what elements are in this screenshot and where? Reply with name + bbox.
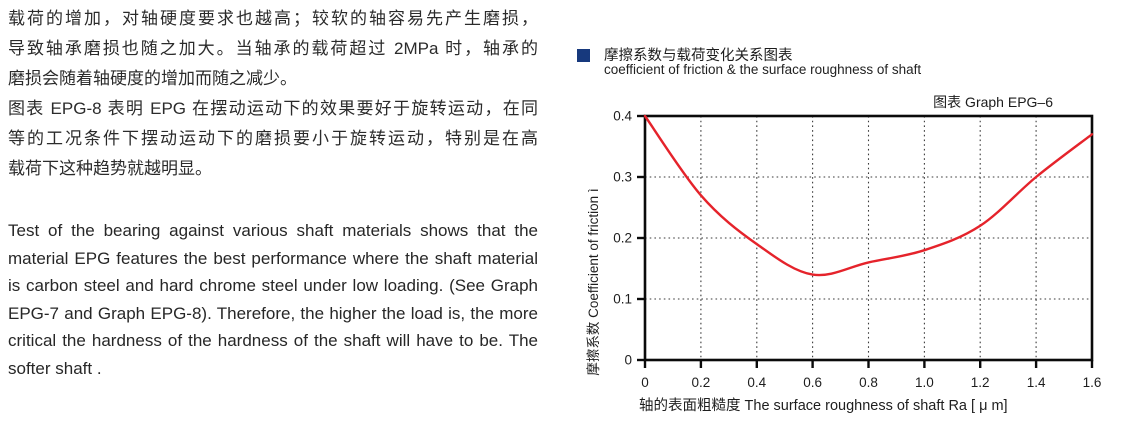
y-tick-label: 0.4 <box>613 109 632 124</box>
x-tick-label: 1.0 <box>915 375 934 390</box>
x-tick-label: 0.4 <box>747 375 766 390</box>
y-axis-label: 摩擦系数 Coefficient of friction ì <box>585 188 601 375</box>
chart-svg: 0 0.2 0.4 0.6 0.8 1.0 1.2 1.4 1.6 0 0.1 0.2 0.3 0.4 轴的… <box>585 109 1102 415</box>
chart-subtitle-en: coefficient of friction & the surface ro… <box>604 62 922 77</box>
text-line: 图表 EPG-8 表明 EPG 在摆动运动下的效果要好于旋转运动，在同 <box>8 99 538 118</box>
graph-number-label: 图表 Graph EPG–6 <box>933 94 1053 110</box>
y-tick-label: 0 <box>624 353 632 368</box>
text-line: 载荷的增加，对轴硬度要求也越高；较软的轴容易先产生磨损， <box>8 9 538 28</box>
paragraph-chinese: 载荷的增加，对轴硬度要求也越高；较软的轴容易先产生磨损， 导致轴承磨损也随之加大… <box>8 4 538 184</box>
y-tick-label: 0.3 <box>613 170 632 185</box>
y-tick-label: 0.2 <box>613 231 632 246</box>
text-line: 磨损会随着轴硬度的增加而随之减少。 <box>8 69 297 88</box>
text-line: critical the hardness of the hardness of… <box>8 331 538 350</box>
x-axis-label: 轴的表面粗糙度 The surface roughness of shaft R… <box>639 397 1008 414</box>
text-line: EPG-7 and Graph EPG-8). Therefore, the h… <box>8 303 538 323</box>
text-line: is carbon steel and hard chrome steel un… <box>8 276 538 295</box>
x-tick-label: 0 <box>641 375 649 390</box>
text-line: 导致轴承磨损也随之加大。当轴承的载荷超过 2MPa 时，轴承的 <box>8 39 538 58</box>
friction-curve <box>643 114 1094 277</box>
friction-roughness-chart: 0 0.2 0.4 0.6 0.8 1.0 1.2 1.4 1.6 0 0.1 0.2 0.3 0.4 轴的… <box>565 100 1120 440</box>
x-tick-label: 0.8 <box>859 375 878 390</box>
text-line: softer shaft . <box>8 358 102 378</box>
x-tick-label: 0.2 <box>692 375 711 390</box>
x-tick-label: 1.6 <box>1083 375 1102 390</box>
y-tick-label: 0.1 <box>613 292 632 307</box>
text-line: Test of the bearing against various shaf… <box>8 221 538 240</box>
chart-title-cn: 摩擦系数与载荷变化关系图表 <box>604 48 793 64</box>
x-tick-label: 1.4 <box>1027 375 1046 390</box>
body-text-column: 载荷的增加，对轴硬度要求也越高；较软的轴容易先产生磨损， 导致轴承磨损也随之加大… <box>8 4 538 382</box>
x-tick-label: 0.6 <box>803 375 822 390</box>
text-line: 等的工况条件下摆动运动下的磨损要小于旋转运动，特别是在高 <box>8 129 538 148</box>
text-line: 载荷下这种趋势就越明显。 <box>8 159 212 178</box>
paragraph-english: Test of the bearing against various shaf… <box>8 217 538 382</box>
section-bullet-icon <box>577 49 590 62</box>
text-line: material EPG features the best performan… <box>8 248 538 268</box>
x-tick-label: 1.2 <box>971 375 990 390</box>
